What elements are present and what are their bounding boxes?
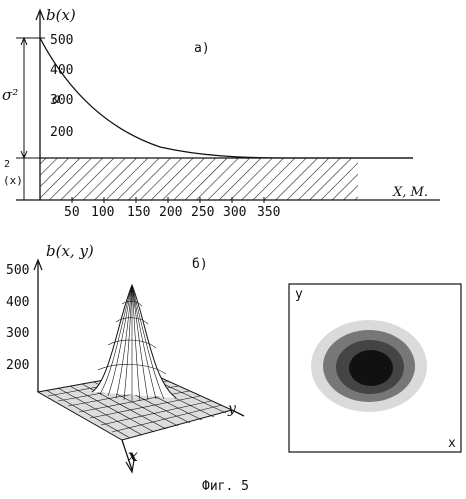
z-tick-500: 500 [6,264,29,277]
lower-exp-label: 2 [4,160,10,170]
hatched-band [40,158,358,200]
surface-y-label: y [228,402,236,416]
x-tick-350: 350 [257,206,280,219]
x-tick-250: 250 [191,206,214,219]
z-tick-200: 200 [6,359,29,372]
x-tick-100: 100 [91,206,114,219]
y-axis-label-a: b(x) [46,8,76,23]
panel-a-label: а) [194,42,210,55]
b-label: a [52,92,60,106]
map-y-label: y [295,288,303,301]
z-tick-400: 400 [6,296,29,309]
z-tick-300: 300 [6,327,29,340]
covariance-curve [40,38,413,158]
sigma-squared-label: σ² [2,88,18,103]
x-tick-200: 200 [159,206,182,219]
x-tick-150: 150 [127,206,150,219]
z-axis-label-b: b(x, y) [46,244,94,259]
y-tick-200: 200 [50,126,73,139]
map-x-label: x [448,437,456,450]
lower-label: (x) [3,175,23,186]
surface-x-label: x [128,448,138,464]
y-tick-500: 500 [50,34,73,47]
x-axis-label-a: X, M. [393,186,428,199]
y-tick-400: 400 [50,64,73,77]
x-tick-50: 50 [64,206,80,219]
panel-b-label: б) [192,258,208,271]
surface-plot [38,285,232,440]
x-tick-300: 300 [223,206,246,219]
figure-caption: Фиг. 5 [202,480,249,493]
